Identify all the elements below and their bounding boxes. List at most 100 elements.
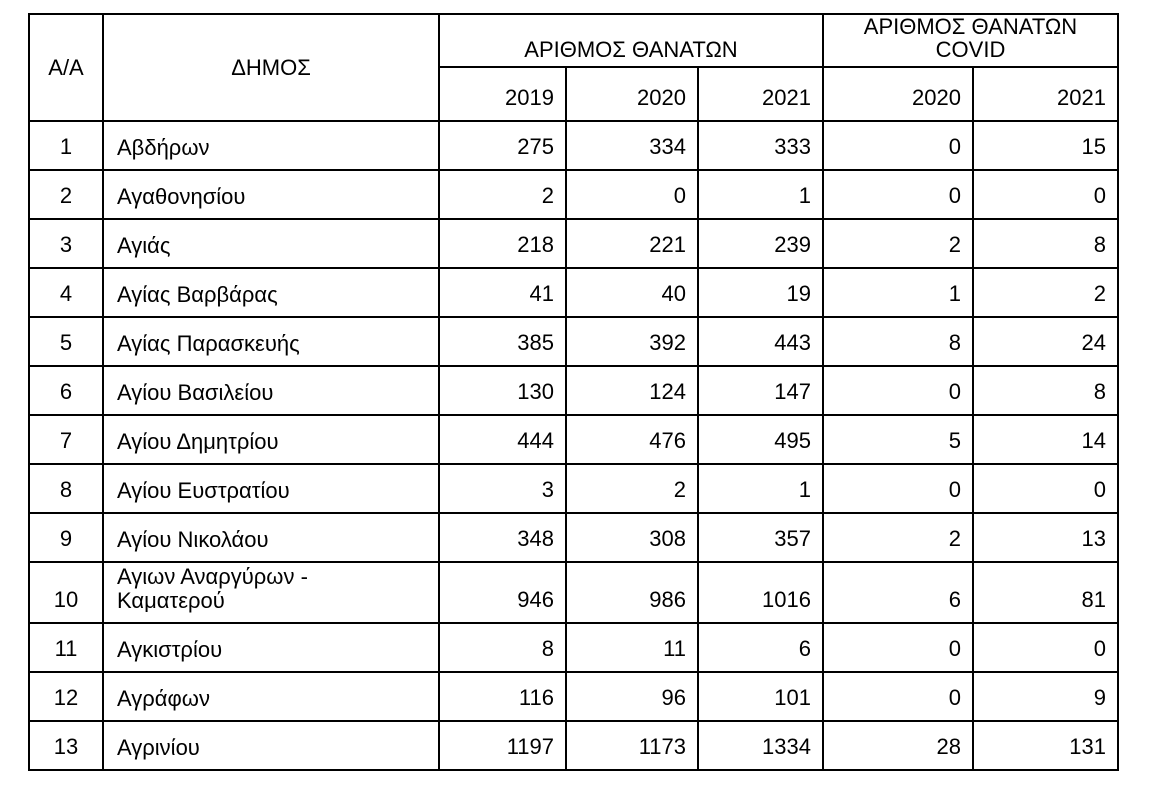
municipality-cell: Αγκιστρίου [102, 622, 440, 673]
covid-deaths-2021-cell: 9 [972, 671, 1119, 722]
deaths-2020-cell: 476 [565, 414, 699, 465]
row-index-cell: 3 [28, 218, 104, 269]
deaths-2021-cell: 495 [697, 414, 824, 465]
covid-deaths-2020-cell: 5 [822, 414, 974, 465]
column-header-deaths-2021: 2021 [697, 66, 824, 122]
table-row: 7 Αγίου Δημητρίου 444 476 495 5 14 [28, 414, 1119, 465]
deaths-2019-cell: 2 [438, 169, 567, 220]
row-index-cell: 12 [28, 671, 104, 722]
municipality-cell: Αγίου Βασιλείου [102, 365, 440, 416]
deaths-2020-cell: 334 [565, 120, 699, 171]
deaths-2020-cell: 308 [565, 512, 699, 563]
deaths-2021-cell: 147 [697, 365, 824, 416]
table-row: 5 Αγίας Παρασκευής 385 392 443 8 24 [28, 316, 1119, 367]
deaths-2020-cell: 124 [565, 365, 699, 416]
municipality-cell: Αγίου Νικολάου [102, 512, 440, 563]
row-index-cell: 13 [28, 720, 104, 771]
covid-deaths-2020-cell: 28 [822, 720, 974, 771]
deaths-2019-cell: 3 [438, 463, 567, 514]
row-index-cell: 8 [28, 463, 104, 514]
row-index-cell: 2 [28, 169, 104, 220]
covid-deaths-2020-cell: 0 [822, 463, 974, 514]
deaths-2020-cell: 40 [565, 267, 699, 318]
covid-deaths-2021-cell: 15 [972, 120, 1119, 171]
covid-deaths-2021-cell: 131 [972, 720, 1119, 771]
column-header-deaths-2019: 2019 [438, 66, 567, 122]
deaths-2021-cell: 1334 [697, 720, 824, 771]
table-row: 1 Αβδήρων 275 334 333 0 15 [28, 120, 1119, 171]
table-row: 10 Αγιων Αναργύρων - Καματερού 946 986 1… [28, 561, 1119, 624]
deaths-2020-cell: 11 [565, 622, 699, 673]
document-page: Α/Α ΔΗΜΟΣ ΑΡΙΘΜΟΣ ΘΑΝΑΤΩΝ ΑΡΙΘΜΟΣ ΘΑΝΑΤΩ… [28, 13, 1119, 771]
deaths-2021-cell: 239 [697, 218, 824, 269]
table-row: 3 Αγιάς 218 221 239 2 8 [28, 218, 1119, 269]
row-index-cell: 4 [28, 267, 104, 318]
deaths-2019-cell: 946 [438, 561, 567, 624]
municipality-cell: Αβδήρων [102, 120, 440, 171]
row-index-cell: 1 [28, 120, 104, 171]
column-header-municipality: ΔΗΜΟΣ [102, 13, 440, 122]
municipality-cell: Αγρινίου [102, 720, 440, 771]
covid-deaths-2020-cell: 8 [822, 316, 974, 367]
table-row: 2 Αγαθονησίου 2 0 1 0 0 [28, 169, 1119, 220]
deaths-2021-cell: 357 [697, 512, 824, 563]
deaths-2020-cell: 96 [565, 671, 699, 722]
deaths-2020-cell: 2 [565, 463, 699, 514]
deaths-2019-cell: 218 [438, 218, 567, 269]
header-row-groups: Α/Α ΔΗΜΟΣ ΑΡΙΘΜΟΣ ΘΑΝΑΤΩΝ ΑΡΙΘΜΟΣ ΘΑΝΑΤΩ… [28, 13, 1119, 122]
municipality-cell: Αγίας Παρασκευής [102, 316, 440, 367]
covid-deaths-2020-cell: 0 [822, 120, 974, 171]
covid-deaths-2020-cell: 0 [822, 671, 974, 722]
table-row: 6 Αγίου Βασιλείου 130 124 147 0 8 [28, 365, 1119, 416]
row-index-cell: 10 [28, 561, 104, 624]
municipality-cell: Αγιάς [102, 218, 440, 269]
covid-deaths-2020-cell: 2 [822, 512, 974, 563]
deaths-2020-cell: 1173 [565, 720, 699, 771]
covid-deaths-2021-cell: 0 [972, 463, 1119, 514]
covid-deaths-2020-cell: 2 [822, 218, 974, 269]
municipality-cell: Αγίου Δημητρίου [102, 414, 440, 465]
table-row: 12 Αγράφων 116 96 101 0 9 [28, 671, 1119, 722]
table-row: 13 Αγρινίου 1197 1173 1334 28 131 [28, 720, 1119, 771]
covid-deaths-2021-cell: 14 [972, 414, 1119, 465]
municipality-cell: Αγράφων [102, 671, 440, 722]
deaths-2019-cell: 275 [438, 120, 567, 171]
municipality-cell: Αγίου Ευστρατίου [102, 463, 440, 514]
covid-deaths-2020-cell: 0 [822, 622, 974, 673]
covid-deaths-2020-cell: 0 [822, 365, 974, 416]
deaths-2020-cell: 986 [565, 561, 699, 624]
column-header-deaths-2020: 2020 [565, 66, 699, 122]
row-index-cell: 11 [28, 622, 104, 673]
table-row: 8 Αγίου Ευστρατίου 3 2 1 0 0 [28, 463, 1119, 514]
deaths-2019-cell: 444 [438, 414, 567, 465]
covid-deaths-2020-cell: 0 [822, 169, 974, 220]
deaths-2021-cell: 1 [697, 463, 824, 514]
deaths-2021-cell: 1016 [697, 561, 824, 624]
row-index-cell: 7 [28, 414, 104, 465]
deaths-2021-cell: 19 [697, 267, 824, 318]
deaths-2019-cell: 1197 [438, 720, 567, 771]
covid-deaths-2020-cell: 6 [822, 561, 974, 624]
deaths-2020-cell: 0 [565, 169, 699, 220]
municipality-cell: Αγίας Βαρβάρας [102, 267, 440, 318]
deaths-2019-cell: 130 [438, 365, 567, 416]
column-group-covid-deaths: ΑΡΙΘΜΟΣ ΘΑΝΑΤΩΝ COVID [822, 13, 1119, 68]
row-index-cell: 6 [28, 365, 104, 416]
deaths-2021-cell: 443 [697, 316, 824, 367]
municipality-cell: Αγαθονησίου [102, 169, 440, 220]
municipality-cell: Αγιων Αναργύρων - Καματερού [102, 561, 440, 624]
covid-deaths-2021-cell: 13 [972, 512, 1119, 563]
covid-deaths-2020-cell: 1 [822, 267, 974, 318]
deaths-2021-cell: 333 [697, 120, 824, 171]
deaths-2019-cell: 385 [438, 316, 567, 367]
deaths-2019-cell: 348 [438, 512, 567, 563]
covid-deaths-2021-cell: 8 [972, 218, 1119, 269]
deaths-2021-cell: 6 [697, 622, 824, 673]
covid-deaths-2021-cell: 0 [972, 169, 1119, 220]
covid-deaths-2021-cell: 2 [972, 267, 1119, 318]
deaths-2019-cell: 116 [438, 671, 567, 722]
header-row-years: 2019 2020 2021 2020 2021 [29, 66, 1119, 122]
column-header-covid-2020: 2020 [822, 66, 974, 122]
deaths-2021-cell: 101 [697, 671, 824, 722]
row-index-cell: 9 [28, 512, 104, 563]
